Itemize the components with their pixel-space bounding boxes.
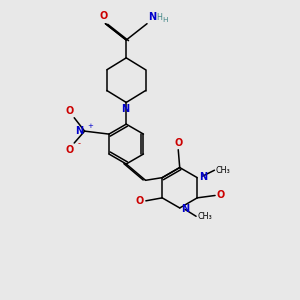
Text: O: O: [217, 190, 225, 200]
Text: -: -: [77, 140, 80, 148]
Text: +: +: [87, 123, 93, 129]
Text: H: H: [157, 13, 162, 22]
Text: N: N: [121, 104, 129, 114]
Text: O: O: [100, 11, 108, 21]
Text: N: N: [148, 12, 157, 22]
Text: O: O: [174, 138, 182, 148]
Text: N: N: [181, 204, 189, 214]
Text: O: O: [65, 145, 73, 154]
Text: CH₃: CH₃: [216, 166, 230, 175]
Text: CH₃: CH₃: [197, 212, 212, 221]
Text: N: N: [199, 172, 207, 182]
Text: O: O: [65, 106, 73, 116]
Text: H: H: [163, 17, 168, 23]
Text: N: N: [76, 125, 84, 136]
Text: O: O: [136, 196, 144, 206]
